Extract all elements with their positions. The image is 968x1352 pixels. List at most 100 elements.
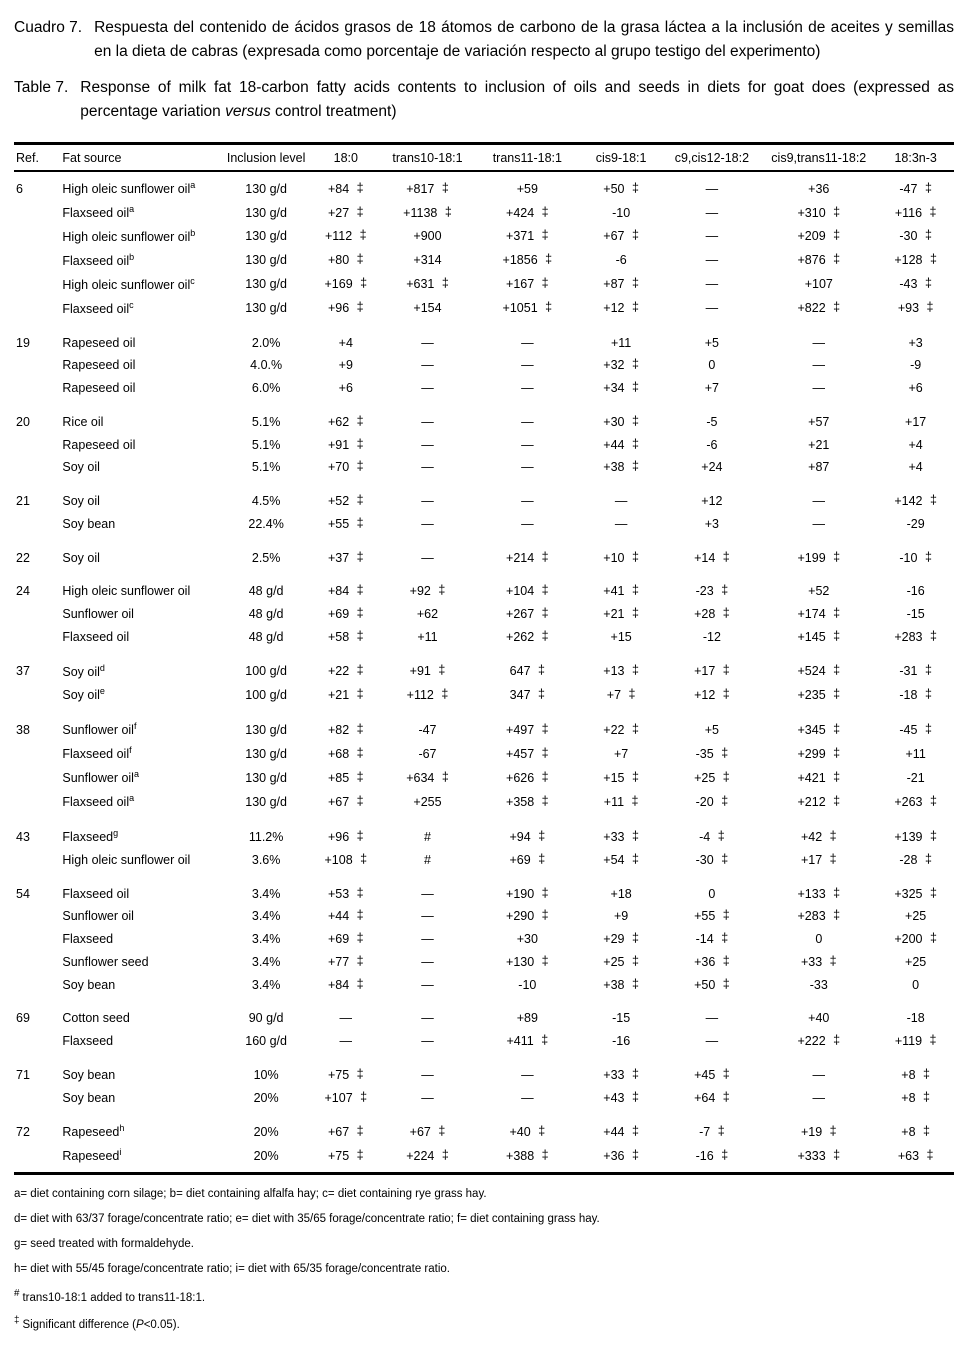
table-header: Ref. Fat source Inclusion level 18:0 trans10…: [14, 143, 954, 173]
table-row: Sunflower oil 3.4% +44 ‡ — +290 ‡ +9 +55 ‡ +283…: [14, 905, 954, 928]
value-cell: +262 ‡: [506, 628, 549, 644]
value-cell: —: [812, 1090, 826, 1105]
inclusion-level-cell: 11.2%: [248, 829, 284, 844]
fat-source-cell: Rapeseedi: [62, 1147, 122, 1164]
value-cell: +55 ‡: [327, 515, 364, 531]
fat-source-cell: High oleic sunflower oil: [62, 584, 191, 599]
fat-source-cell: Soy oil: [62, 550, 100, 565]
value-cell: +53 ‡: [327, 885, 364, 901]
value-cell: +8 ‡: [901, 1123, 930, 1139]
significance-dagger: ‡: [356, 976, 364, 991]
ref-cell: [14, 201, 60, 225]
significance-dagger: ‡: [356, 663, 364, 678]
significance-dagger: ‡: [356, 413, 364, 428]
value-cell: +876 ‡: [797, 252, 841, 268]
value-cell: +457 ‡: [506, 745, 549, 761]
value-cell: +4: [338, 335, 353, 350]
value-cell: +345 ‡: [797, 721, 841, 737]
value-cell: +21: [808, 437, 830, 452]
table-row: 20 Rice oil 5.1% +62 ‡ — — +30 ‡ -5 +57 +17: [14, 400, 954, 434]
value-cell: -15: [906, 607, 925, 621]
table-row: Flaxseed oilb 130 g/d +80 ‡ +314 +1856 ‡ -6 — +…: [14, 249, 954, 273]
fat-source-cell: Flaxseed: [62, 932, 114, 947]
value-cell: +822 ‡: [797, 300, 841, 316]
significance-dagger: ‡: [356, 493, 364, 507]
footnote-text: d= diet with 63/37 forage/concentrate ra…: [14, 1213, 600, 1226]
value-cell: 0: [708, 886, 716, 901]
footnote-text: trans10-18:1 added to trans11-18:1.: [22, 1291, 206, 1304]
value-cell: —: [614, 516, 628, 531]
column-header: cis9-18:1: [578, 143, 664, 173]
value-cell: +299 ‡: [797, 745, 841, 761]
significance-dagger: ‡: [929, 931, 937, 946]
fat-source-cell: Rapeseedh: [62, 1123, 125, 1140]
significance-dagger: ‡: [541, 628, 549, 643]
significance-dagger: ‡: [833, 300, 841, 315]
significance-dagger: ‡: [929, 1033, 937, 1048]
significance-dagger: ‡: [356, 745, 364, 760]
value-cell: +63 ‡: [897, 1147, 934, 1163]
results-table: Ref. Fat source Inclusion level 18:0 trans10…: [14, 142, 954, 1176]
significance-dagger: ‡: [441, 769, 449, 784]
value-cell: —: [421, 414, 434, 429]
significance-dagger: ‡: [631, 606, 639, 620]
significance-dagger: ‡: [631, 380, 639, 394]
significance-dagger: ‡: [833, 686, 841, 701]
value-cell: —: [812, 381, 826, 395]
significance-dagger: ‡: [356, 549, 364, 564]
value-cell: +130 ‡: [506, 953, 549, 969]
significance-dagger: ‡: [359, 228, 367, 243]
table-row: 38 Sunflower oilf 130 g/d +82 ‡ -47 +497 ‡ +22…: [14, 707, 954, 742]
significance-dagger: ‡: [631, 828, 639, 843]
ref-cell: [14, 603, 60, 626]
significance-dagger: ‡: [538, 686, 545, 701]
value-cell: —: [705, 1011, 719, 1026]
footnote-marker: b: [190, 227, 196, 238]
value-cell: —: [705, 1034, 719, 1049]
ref-cell: [14, 1030, 60, 1053]
value-cell: +59: [516, 181, 538, 196]
ref-cell: 19: [16, 335, 30, 350]
table-row: High oleic sunflower oilc 130 g/d +169 ‡ +6…: [14, 273, 954, 297]
significance-dagger: ‡: [356, 1123, 364, 1138]
significance-dagger: ‡: [722, 1066, 730, 1081]
footnote-marker: a: [190, 180, 196, 191]
significance-dagger: ‡: [721, 1147, 729, 1162]
inclusion-level-cell: 3.4%: [251, 977, 281, 992]
fat-source-cell: Sunflower oil: [62, 909, 134, 924]
significance-dagger: ‡: [356, 953, 364, 968]
value-cell: -9: [910, 358, 922, 373]
value-cell: -30 ‡: [695, 851, 729, 867]
footnote: ‡ Significant difference (P<0.05).: [14, 1314, 954, 1333]
value-cell: +5: [704, 335, 720, 350]
table-row: 54 Flaxseed oil 3.4% +53 ‡ — +190 ‡ +18 0 +133 ‡…: [14, 872, 954, 906]
value-cell: +108 ‡: [324, 851, 368, 867]
value-cell: —: [705, 181, 719, 196]
significance-dagger: ‡: [356, 515, 364, 530]
fat-source-cell: Rapeseed oil: [62, 381, 136, 395]
inclusion-level-cell: 130 g/d: [245, 253, 287, 268]
significance-dagger: ‡: [356, 769, 364, 784]
significance-dagger: ‡: [541, 745, 549, 760]
significance-dagger: ‡: [717, 1123, 725, 1138]
significance-dagger: ‡: [929, 204, 937, 219]
ref-cell: [14, 377, 60, 400]
value-cell: +89: [516, 1011, 538, 1026]
value-cell: +38 ‡: [603, 976, 639, 992]
value-cell: +54 ‡: [603, 851, 639, 867]
value-cell: +200 ‡: [894, 931, 937, 947]
value-cell: -23 ‡: [695, 583, 729, 599]
footnote-text: a= diet containing corn silage; b= diet …: [14, 1188, 487, 1201]
table-row: Flaxseed oilc 130 g/d +96 ‡ +154 +1051 ‡ +12 …: [14, 297, 954, 321]
value-cell: +42 ‡: [800, 828, 837, 844]
value-cell: +28 ‡: [694, 606, 730, 621]
ref-cell: [14, 626, 60, 649]
value-cell: —: [421, 516, 434, 531]
column-header: c9,cis12-18:2: [663, 143, 761, 173]
value-cell: +8 ‡: [901, 1066, 930, 1082]
value-cell: +84 ‡: [327, 583, 364, 599]
value-cell: +411 ‡: [506, 1033, 549, 1049]
significance-dagger: ‡: [833, 1147, 841, 1162]
significance-dagger: ‡: [926, 1147, 934, 1162]
value-cell: +32 ‡: [603, 357, 639, 373]
